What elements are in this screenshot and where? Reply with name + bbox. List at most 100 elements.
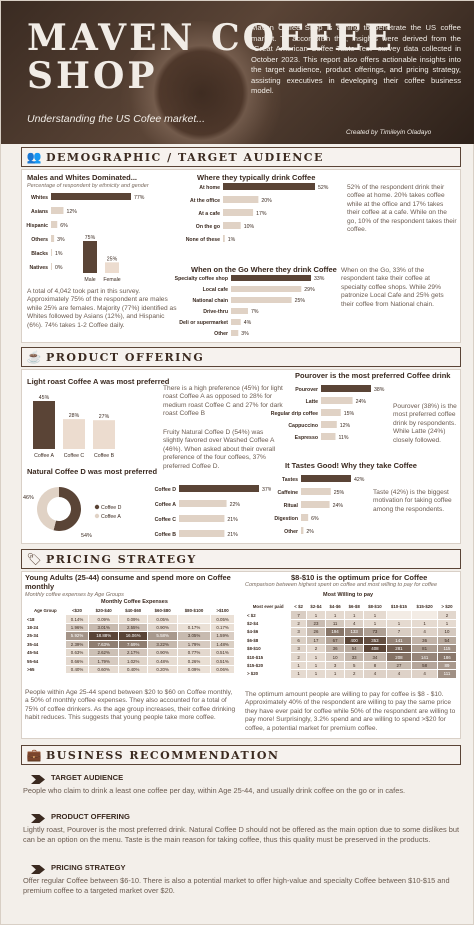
price-note: The optimum amount people are willing to… (245, 691, 456, 732)
heatmap-cell: 7 (290, 610, 307, 620)
price-tag-icon: 🏷 (26, 552, 42, 566)
heatmap-cell: 5.92% (64, 631, 90, 641)
title-line-1: MAVEN COFFEE (27, 17, 395, 59)
table-row: 18-24 1.96% 3.01% 2.55% 0.90% 0.17% 0.17% (25, 622, 235, 633)
column-header: $15-$20 (411, 601, 438, 612)
bar-value-label: 75% (85, 235, 96, 241)
bar-label: Hispanic (26, 223, 48, 229)
heatmap-cell: 0.51% (210, 647, 235, 658)
bar (321, 397, 353, 404)
bar (231, 275, 311, 281)
table-row: $10-$15 2 1 10 33 34 208 141 186 (244, 652, 458, 662)
heatmap-cell: 0.17% (210, 622, 235, 633)
heatmap-cell: 3 (325, 660, 346, 671)
heatmap-cell: 208 (385, 652, 413, 662)
recommendation-body: Offer regular Coffee between $6-10. Ther… (23, 876, 450, 895)
bar-label: On the go (196, 224, 220, 230)
row-label: 35-44 (25, 639, 66, 649)
table-row: $8-$10 3 2 36 54 408 281 81 115 (244, 643, 458, 654)
heatmap-cell: 1 (411, 618, 438, 629)
section-title: BUSINESS RECOMMENDATION (46, 748, 280, 762)
age-col-header: Monthly Coffee Expenses (101, 599, 168, 605)
bar-label: Coffee C (155, 517, 177, 523)
bar (51, 221, 58, 228)
heatmap-cell: 26 (305, 627, 327, 637)
bar-value-label: 6% (60, 223, 68, 229)
heatmap-cell: 111 (436, 669, 458, 679)
heatmap-cell: 1 (305, 652, 327, 662)
overall-preference-bar-chart: Coffee D 37% Coffee A 22% Coffee C 21% Coffee … (155, 485, 271, 538)
heatmap-cell: 2.17% (117, 647, 149, 658)
row-label: 18-24 (25, 622, 66, 633)
column-header: < $2 (290, 601, 307, 612)
heatmap-cell: 23 (305, 618, 327, 629)
heatmap-cell: 400 (344, 635, 365, 645)
heatmap-cell: 8 (363, 660, 387, 671)
heatmap-cell: 16.06% (117, 631, 149, 641)
bar (179, 485, 259, 492)
heatmap-cell: 4 (411, 669, 438, 679)
heatmap-cell: 2 (290, 652, 307, 662)
bar-label: Coffee B (155, 532, 177, 538)
demographic-note: A total of 4,042 took part in this surve… (27, 288, 177, 329)
intro-text: Maven Coffee Shop is aiming to penetrate… (251, 23, 461, 95)
chart-subtitle-ethnicity: Percentage of respondent by ethnicity an… (27, 183, 149, 189)
heatmap-cell (385, 610, 413, 620)
bar-value-label: 24% (356, 399, 367, 405)
row-label: < $2 (244, 610, 292, 620)
bar (105, 262, 119, 273)
table-row: $2-$4 2 23 11 4 1 1 1 1 (244, 618, 458, 629)
bar-label: At a cafe (198, 211, 220, 217)
natural-coffee-note: Fruity Natural Coffee D (54%) was slight… (163, 429, 276, 470)
row-label: $6-$8 (244, 635, 292, 645)
heatmap-cell: 141 (411, 652, 438, 662)
bar-value-label: 33% (314, 276, 325, 282)
heatmap-cell: 5 (344, 660, 365, 671)
bar-value-label: 25% (334, 490, 345, 496)
heatmap-cell: 194 (325, 627, 346, 637)
heatmap-cell: 2 (436, 610, 458, 620)
heatmap-cell: 0.77% (176, 647, 212, 658)
arrow-icon (31, 865, 45, 874)
row-label: $10-$15 (244, 652, 292, 662)
bar-value-label: 29% (304, 287, 315, 293)
heatmap-cell: 2.39% (64, 639, 90, 649)
taste-note: Taste (42%) is the biggest motivation fo… (373, 489, 452, 513)
drink-type-bar-chart: Pourover 38% Latte 24% Regular drip coffee 15… (271, 385, 385, 441)
bar (231, 319, 241, 325)
bar (223, 183, 315, 190)
bar-value-label: 7% (251, 309, 259, 315)
heatmap-cell: 10 (436, 627, 458, 637)
bar-value-label: 0% (55, 265, 63, 271)
heatmap-cell: 0.51% (210, 656, 235, 666)
bar-label: Espresso (295, 435, 318, 441)
bar-label: Others (31, 237, 48, 243)
heatmap-cell: 353 (363, 635, 387, 645)
bar (223, 196, 259, 203)
bar-label: At home (199, 185, 220, 191)
bar (33, 401, 55, 449)
bar-value-label: 25% (295, 298, 306, 304)
section-product: ☕ PRODUCT OFFERING (21, 347, 461, 367)
pourover-note: Pourover (38%) is the most preferred cof… (393, 403, 457, 444)
bar-label: Tastes (282, 477, 298, 483)
heatmap-cell: 0.26% (176, 656, 212, 666)
heatmap-cell: 0.14% (64, 614, 90, 624)
chart-subtitle-age-spend: Monthly coffee expenses by Age Groups (25, 592, 124, 598)
bar-label: Ritual (284, 503, 299, 509)
heatmap-cell: 2.55% (117, 622, 149, 633)
bar-label: None of these (186, 237, 220, 243)
chart-title-price: $8-$10 is the optimum price for Coffee (291, 573, 428, 582)
heatmap-cell: 1.02% (117, 656, 149, 666)
section-pricing: 🏷 PRICING STRATEGY (21, 549, 461, 569)
heatmap-cell: 0.60% (88, 664, 119, 675)
heatmap-cell: 10 (325, 652, 346, 662)
table-row: $15-$20 1 1 3 5 8 27 58 89 (244, 660, 458, 671)
bar (51, 235, 55, 242)
bar-label: Digestion (274, 516, 298, 522)
bar-label: Regular drip coffee (271, 411, 318, 417)
table-row: 55-64 0.66% 1.79% 1.02% 0.48% 0.26% 0.51% (25, 656, 235, 666)
bar-label: Whites (31, 195, 48, 201)
bar-label: Blacks (31, 251, 48, 257)
bar-value-label: 38% (374, 387, 385, 393)
